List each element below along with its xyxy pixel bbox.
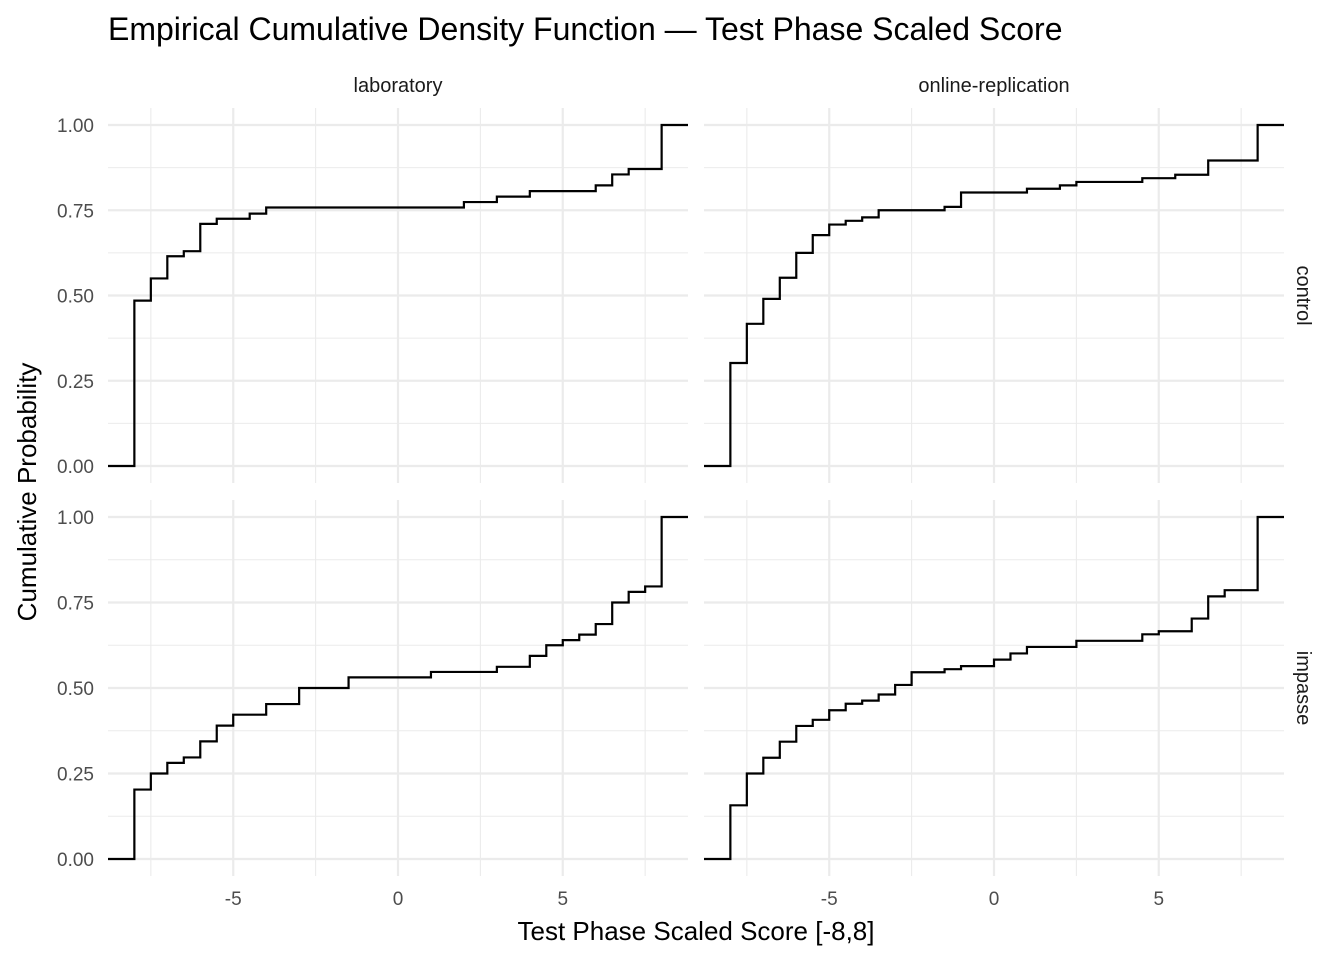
facet-column-label: laboratory bbox=[354, 75, 443, 97]
ecdf-line-laboratory-impasse bbox=[108, 515, 688, 861]
y-tick-label: 0.25 bbox=[57, 372, 94, 393]
y-tick-label: 0.00 bbox=[57, 457, 94, 478]
x-tick-label: -5 bbox=[225, 889, 242, 910]
x-tick-label: 5 bbox=[1153, 889, 1164, 910]
y-tick-label: 0.25 bbox=[57, 765, 94, 786]
y-tick-label: 0.00 bbox=[57, 850, 94, 871]
panel-laboratory-control bbox=[108, 108, 688, 483]
y-tick-label: 0.50 bbox=[57, 679, 94, 700]
x-tick-label: -5 bbox=[821, 889, 838, 910]
x-axis-title: Test Phase Scaled Score [-8,8] bbox=[518, 916, 875, 946]
facet-row-label: control bbox=[1292, 265, 1314, 325]
ecdf-line-online-replication-impasse bbox=[704, 515, 1284, 861]
x-tick-label: 0 bbox=[989, 889, 1000, 910]
panels: laboratory online-replication control impas… bbox=[57, 75, 1314, 910]
ecdf-line-online-replication-control bbox=[704, 123, 1284, 468]
panel-online-replication-control bbox=[704, 108, 1284, 483]
panel-online-replication-impasse bbox=[704, 500, 1284, 876]
panel-laboratory-impasse bbox=[108, 500, 688, 876]
y-tick-label: 1.00 bbox=[57, 508, 94, 529]
x-tick-label: 5 bbox=[557, 889, 568, 910]
y-tick-label: 0.50 bbox=[57, 287, 94, 308]
y-axis-title: Cumulative Probability bbox=[12, 363, 42, 622]
ecdf-line-laboratory-control bbox=[108, 123, 688, 468]
x-tick-label: 0 bbox=[393, 889, 404, 910]
chart-title: Empirical Cumulative Density Function — … bbox=[108, 11, 1062, 47]
facet-row-label: impasse bbox=[1292, 651, 1314, 725]
facet-column-label: online-replication bbox=[918, 75, 1069, 97]
y-tick-label: 0.75 bbox=[57, 201, 94, 222]
y-tick-label: 1.00 bbox=[57, 116, 94, 137]
y-tick-label: 0.75 bbox=[57, 594, 94, 615]
